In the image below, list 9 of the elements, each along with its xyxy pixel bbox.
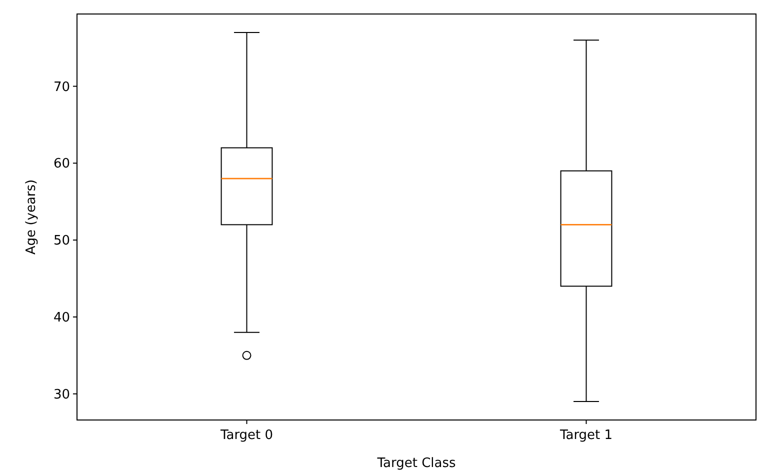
x-tick-label: Target 0 xyxy=(219,428,274,443)
y-tick-label: 40 xyxy=(53,310,70,326)
y-tick-label: 70 xyxy=(53,80,70,95)
x-axis-title: Target Class xyxy=(376,456,456,471)
y-axis-title: Age (years) xyxy=(24,179,39,255)
y-tick-label: 30 xyxy=(53,387,70,402)
y-tick-label: 60 xyxy=(53,156,70,172)
y-tick-label: 50 xyxy=(53,234,70,249)
x-tick-label: Target 1 xyxy=(558,428,613,443)
